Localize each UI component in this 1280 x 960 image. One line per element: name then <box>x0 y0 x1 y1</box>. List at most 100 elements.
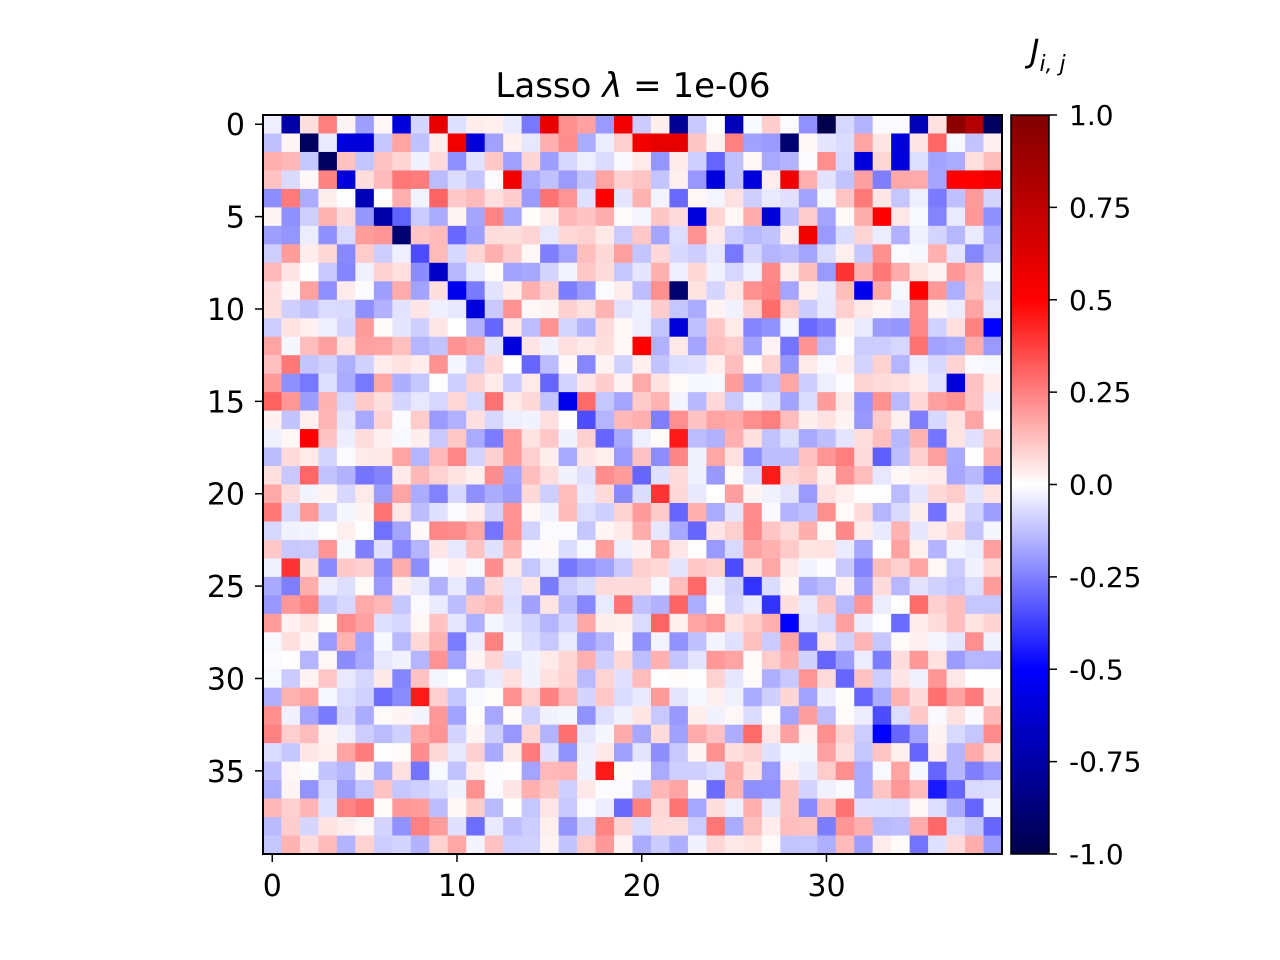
heatmap-cell <box>650 151 670 171</box>
heatmap-cell <box>281 355 301 375</box>
heatmap-cell <box>854 687 874 707</box>
heatmap-cell <box>392 355 412 375</box>
heatmap-cell <box>650 429 670 448</box>
heatmap-cell <box>965 650 984 670</box>
heatmap-cell <box>299 502 319 522</box>
heatmap-cell <box>614 262 633 282</box>
heatmap-cell <box>410 558 430 578</box>
heatmap-cell <box>650 447 670 467</box>
heatmap-cell <box>447 669 467 689</box>
heatmap-cell <box>706 188 726 208</box>
heatmap-cell <box>392 650 412 670</box>
heatmap-cell <box>632 632 652 652</box>
heatmap-cell <box>577 225 596 245</box>
heatmap-cell <box>761 761 781 781</box>
heatmap-cell <box>521 650 541 670</box>
heatmap-cell <box>503 336 523 356</box>
heatmap-cell <box>392 761 412 781</box>
heatmap-cell <box>577 151 596 171</box>
heatmap-cell <box>429 262 449 282</box>
heatmap-cell <box>410 687 430 707</box>
heatmap-cell <box>558 817 578 836</box>
heatmap-cell <box>614 576 633 596</box>
heatmap-cell <box>263 576 282 596</box>
heatmap-cell <box>946 650 966 670</box>
heatmap-cell <box>706 225 726 245</box>
heatmap-cell <box>595 521 615 541</box>
heatmap-cell <box>835 558 855 578</box>
heatmap-cell <box>817 650 837 670</box>
heatmap-cell <box>540 632 560 652</box>
heatmap-cell <box>521 466 541 485</box>
heatmap-cell <box>687 262 707 282</box>
heatmap-cell <box>872 466 892 485</box>
heatmap-cell <box>743 539 763 559</box>
heatmap-cell <box>336 133 356 153</box>
heatmap-cell <box>429 761 449 781</box>
heatmap-cell <box>263 798 282 818</box>
heatmap-cell <box>909 632 929 652</box>
heatmap-cell <box>761 595 781 615</box>
heatmap-cell <box>872 835 892 855</box>
heatmap-cell <box>632 761 652 781</box>
heatmap-cell <box>355 798 375 818</box>
heatmap-cell <box>318 355 338 375</box>
heatmap-cell <box>392 613 412 633</box>
heatmap-cell <box>614 133 633 153</box>
heatmap-cell <box>817 281 837 301</box>
heatmap-cell <box>577 743 596 763</box>
heatmap-cell <box>669 133 689 153</box>
heatmap-cell <box>299 225 319 245</box>
heatmap-cell <box>373 558 393 578</box>
heatmap-cell <box>336 761 356 781</box>
heatmap-cell <box>484 299 504 319</box>
heatmap-cell <box>743 115 763 134</box>
heatmap-cell <box>632 724 652 744</box>
heatmap-cell <box>392 170 412 190</box>
heatmap-cell <box>817 373 837 393</box>
heatmap-cell <box>558 373 578 393</box>
heatmap-cell <box>614 798 633 818</box>
heatmap-cell <box>521 115 541 134</box>
heatmap-cell <box>928 595 947 615</box>
heatmap-cell <box>909 336 929 356</box>
heatmap-cell <box>650 188 670 208</box>
heatmap-cell <box>724 299 744 319</box>
heatmap-cell <box>854 336 874 356</box>
heatmap-cell <box>817 115 837 134</box>
heatmap-cell <box>447 743 467 763</box>
heatmap-cell <box>854 502 874 522</box>
heatmap-cell <box>466 595 486 615</box>
heatmap-cell <box>614 115 633 134</box>
heatmap-cell <box>410 576 430 596</box>
heatmap-cell <box>577 244 596 264</box>
heatmap-cell <box>355 115 375 134</box>
heatmap-cell <box>263 262 282 282</box>
heatmap-cell <box>743 798 763 818</box>
heatmap-cell <box>928 466 947 485</box>
heatmap-cell <box>946 373 966 393</box>
heatmap-cell <box>299 558 319 578</box>
heatmap-cell <box>614 318 633 338</box>
heatmap-cell <box>780 207 800 227</box>
heatmap-cell <box>521 669 541 689</box>
heatmap-cell <box>281 133 301 153</box>
heatmap-cell <box>780 392 800 412</box>
heatmap-cell <box>466 817 486 836</box>
heatmap-cell <box>318 724 338 744</box>
heatmap-cell <box>909 244 929 264</box>
heatmap-cell <box>891 835 911 855</box>
heatmap-cell <box>983 151 1003 171</box>
heatmap-cell <box>743 170 763 190</box>
heatmap-cell <box>817 355 837 375</box>
heatmap-cell <box>299 650 319 670</box>
heatmap-cell <box>780 133 800 153</box>
heatmap-cell <box>558 706 578 726</box>
heatmap-cell <box>614 151 633 171</box>
heatmap-cell <box>355 318 375 338</box>
heatmap-cell <box>854 595 874 615</box>
heatmap-cell <box>558 410 578 430</box>
heatmap-cell <box>650 392 670 412</box>
heatmap-cell <box>835 281 855 301</box>
